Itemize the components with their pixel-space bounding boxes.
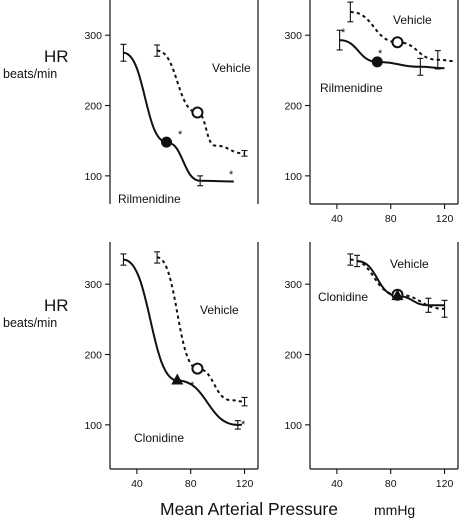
top-left-vehicle-legend-label: Vehicle [212, 61, 251, 75]
bottom-right-x-tick-label-40: 40 [331, 478, 343, 490]
top-right-y-tick-label-200: 200 [284, 101, 302, 113]
bottom-left-vehicle-curve [156, 256, 245, 403]
bottom-left-clonidine-curve [123, 258, 242, 426]
top-left-significance-mark-0: * [178, 129, 183, 141]
top-left-significance-mark-1: * [229, 169, 234, 181]
top-right-y-tick-label-300: 300 [284, 30, 302, 42]
top-right-x-tick-label-120: 120 [436, 213, 454, 225]
top-right-significance-mark-0: * [341, 27, 346, 39]
top-left-y-tick-label-200: 200 [84, 101, 102, 113]
bottom-left-x-tick-label-80: 80 [185, 478, 197, 490]
marks-layer [120, 1, 448, 430]
bottom-right-x-tick-label-80: 80 [385, 478, 397, 490]
top-right-vehicle-curve [350, 11, 456, 63]
curves-layer [123, 11, 456, 426]
top-left-y-tick-label-100: 100 [84, 171, 102, 183]
top-right-rilmenidine-curve [339, 39, 445, 70]
bottom-right-clonidine-curve [356, 260, 445, 307]
bottom-right-y-tick-label-200: 200 [284, 350, 302, 362]
top-left-rilmenidine-curve [123, 51, 234, 183]
top-left-y-tick-label-300: 300 [84, 30, 102, 42]
top-right-x-tick-label-40: 40 [331, 213, 343, 225]
top-right-rilmenidine-marker [371, 56, 383, 68]
hr-unit-top: beats/min [3, 67, 57, 81]
bottom-left-significance-mark-0: * [190, 380, 195, 392]
bottom-right-y-tick-label-300: 300 [284, 279, 302, 291]
bottom-left-x-tick-label-40: 40 [131, 478, 143, 490]
bottom-left-vehicle-marker [191, 362, 204, 375]
hr-title-bottom: HR [44, 296, 69, 315]
axes-layer [105, 0, 459, 474]
x-axis-title: Mean Arterial Pressure [160, 499, 338, 519]
bottom-right-clonidine-marker [391, 289, 404, 301]
bottom-left-x-tick-label-120: 120 [236, 478, 254, 490]
hr-unit-bottom: beats/min [3, 316, 57, 330]
top-right-y-tick-label-100: 100 [284, 171, 302, 183]
top-right-vehicle-legend-label: Vehicle [393, 13, 432, 27]
bottom-left-clonidine-marker [171, 373, 184, 385]
bottom-left-vehicle-legend-label: Vehicle [200, 303, 239, 317]
bottom-left-y-tick-label-300: 300 [84, 279, 102, 291]
top-right-rilmenidine-legend-label: Rilmenidine [320, 81, 383, 95]
bottom-left-y-tick-label-100: 100 [84, 420, 102, 432]
top-right-significance-mark-1: * [378, 48, 383, 60]
bottom-right-x-tick-label-120: 120 [436, 478, 454, 490]
top-right-x-tick-label-80: 80 [385, 213, 397, 225]
top-left-rilmenidine-marker [161, 136, 173, 148]
bottom-right-y-tick-label-100: 100 [284, 420, 302, 432]
bottom-left-y-tick-label-200: 200 [84, 350, 102, 362]
bottom-left-clonidine-legend-label: Clonidine [134, 431, 184, 445]
bottom-right-clonidine-legend-label: Clonidine [318, 290, 368, 304]
bottom-left-significance-mark-1: * [241, 419, 246, 431]
hr-title-top: HR [44, 47, 69, 66]
x-axis-unit: mmHg [374, 502, 415, 518]
bottom-right-vehicle-legend-label: Vehicle [390, 257, 429, 271]
top-left-rilmenidine-legend-label: Rilmenidine [118, 192, 181, 206]
labels-layer: 100 200 300 Vehicle Rilmenidine * * 100 200 300 40… [84, 13, 453, 490]
top-right-vehicle-marker [391, 36, 404, 49]
top-left-vehicle-marker [191, 106, 204, 119]
top-left-vehicle-curve [156, 49, 245, 155]
